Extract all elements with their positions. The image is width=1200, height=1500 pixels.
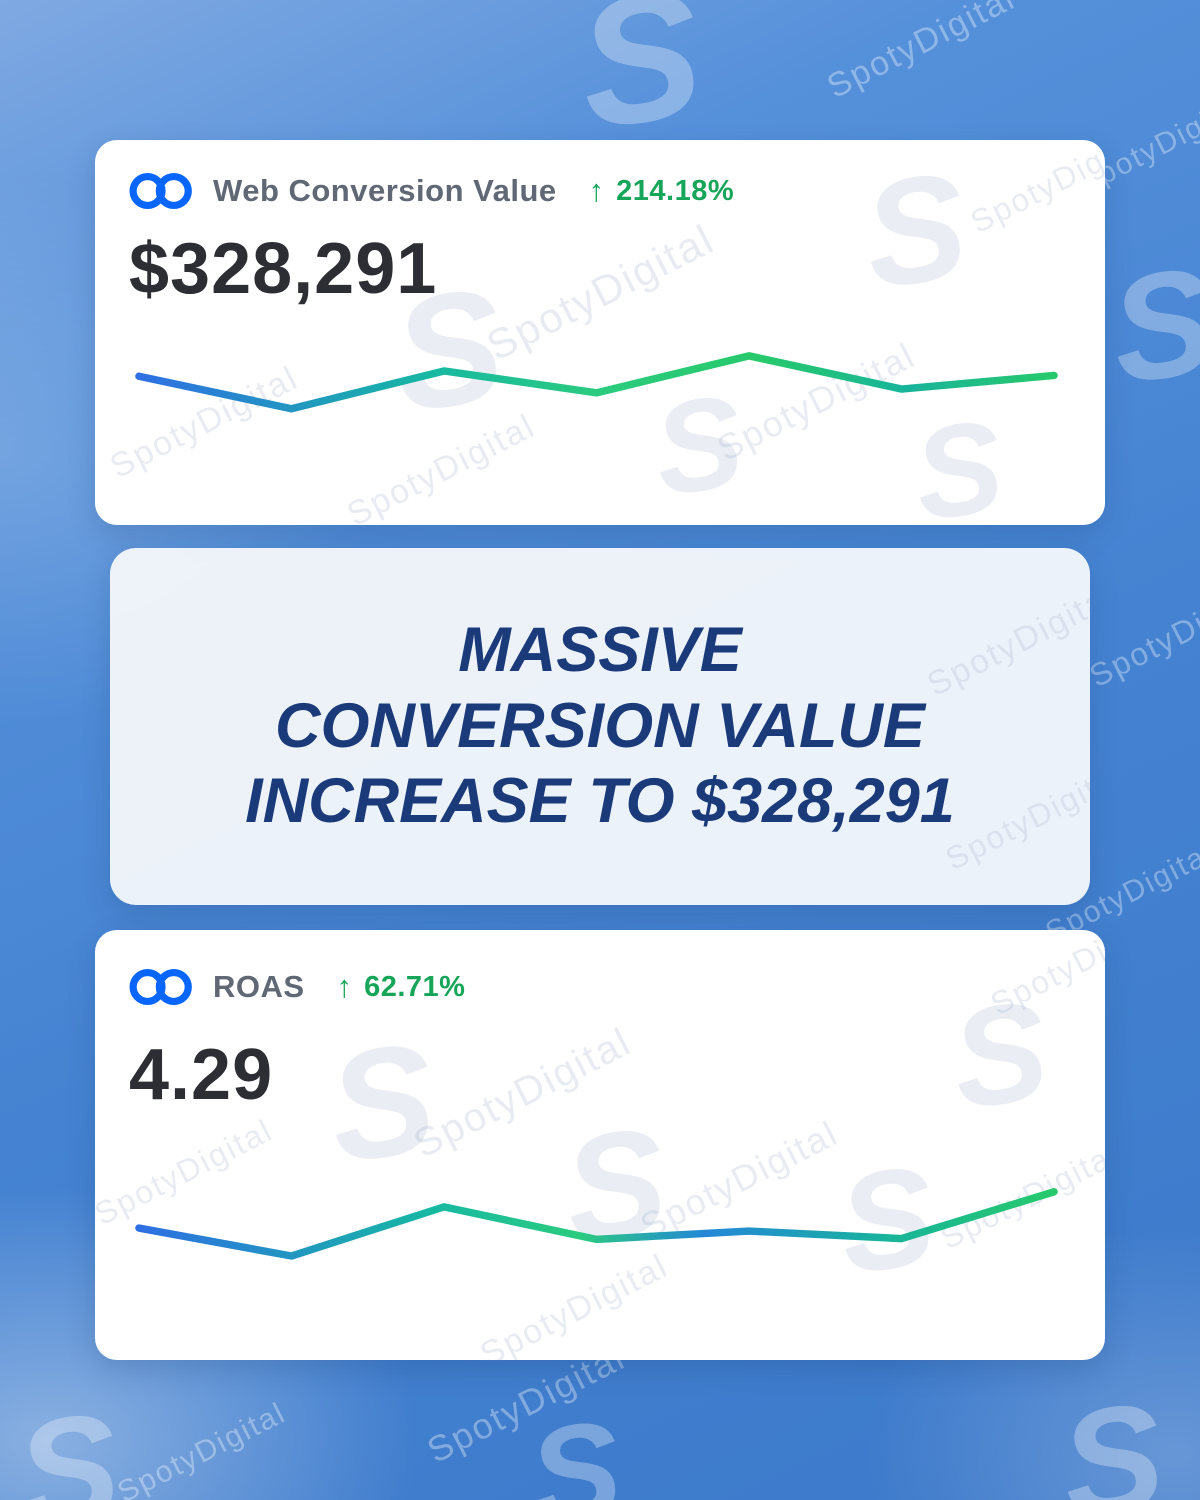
metric-change-percent: 214.18%	[616, 174, 735, 207]
metric-header: ROAS ↑ 62.71%	[129, 966, 1065, 1008]
meta-logo-icon	[129, 968, 192, 1006]
watermark-monogram: S	[566, 0, 714, 168]
watermark-monogram: S	[1100, 234, 1200, 416]
headline-line-1: MASSIVE	[458, 615, 742, 686]
watermark-text: SpotyDigital	[821, 0, 1022, 106]
headline-banner-card: SpotyDigital SpotyDigital MASSIVE CONVER…	[110, 548, 1090, 905]
watermark-text: SpotyDigital	[1083, 573, 1200, 695]
headline-line-2: CONVERSION VALUE	[275, 690, 925, 761]
watermark-monogram: S	[6, 1379, 130, 1500]
roas-card: S SpotyDigital S SpotyDigital S SpotyDig…	[95, 930, 1105, 1360]
watermark-text: SpotyDigital	[939, 756, 1090, 878]
web-conversion-sparkline-chart	[135, 352, 1058, 413]
web-conversion-value-card: S SpotyDigital S SpotyDigital S SpotyDig…	[95, 140, 1105, 525]
sparkline-path	[135, 1188, 1058, 1260]
sparkline-container	[129, 1174, 1065, 1270]
up-arrow-icon: ↑	[588, 173, 605, 208]
watermark-text: SpotyDigital	[112, 1396, 292, 1500]
sparkline-path	[135, 352, 1058, 413]
metric-change: ↑ 214.18%	[589, 173, 735, 209]
up-arrow-icon: ↑	[336, 969, 353, 1004]
watermark-monogram: S	[519, 1391, 631, 1500]
metric-value: 4.29	[129, 1035, 274, 1115]
headline-text: MASSIVE CONVERSION VALUE INCREASE TO $32…	[245, 613, 955, 840]
metric-header: Web Conversion Value ↑ 214.18%	[129, 170, 1065, 212]
metric-change: ↑ 62.71%	[337, 969, 466, 1005]
roas-sparkline-chart	[135, 1188, 1058, 1260]
metric-label: Web Conversion Value	[213, 173, 557, 208]
metric-change-percent: 62.71%	[364, 970, 466, 1003]
sparkline-container	[129, 332, 1065, 428]
watermark-monogram: S	[1050, 1369, 1174, 1500]
meta-logo-icon	[129, 172, 192, 210]
metric-label: ROAS	[213, 969, 305, 1004]
headline-line-3: INCREASE TO $328,291	[245, 766, 955, 837]
metric-value: $328,291	[129, 229, 438, 309]
